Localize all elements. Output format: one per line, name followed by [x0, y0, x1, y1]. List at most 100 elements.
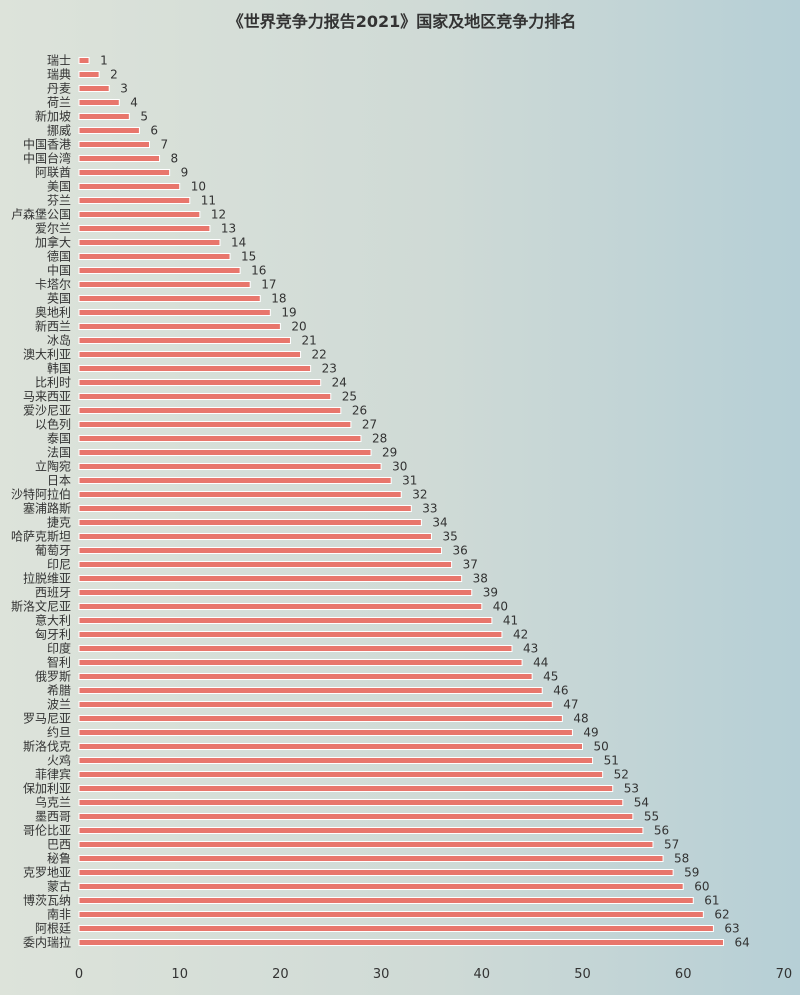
x-tick-label: 70 — [776, 967, 793, 982]
value-label: 61 — [704, 894, 719, 908]
value-label: 26 — [352, 404, 367, 418]
value-label: 2 — [110, 68, 118, 82]
bar — [78, 491, 402, 498]
x-tick-label: 50 — [574, 967, 591, 982]
value-label: 39 — [483, 586, 498, 600]
value-label: 47 — [563, 698, 578, 712]
bar — [78, 379, 322, 386]
bar — [78, 295, 261, 302]
value-label: 10 — [191, 180, 206, 194]
x-tick-label: 10 — [171, 967, 188, 982]
category-label: 阿根廷 — [35, 922, 71, 936]
bar — [78, 421, 352, 428]
value-label: 62 — [714, 908, 729, 922]
value-label: 25 — [342, 390, 357, 404]
bar — [78, 897, 694, 904]
category-label: 日本 — [47, 474, 71, 488]
value-label: 19 — [281, 306, 296, 320]
value-label: 14 — [231, 236, 246, 250]
x-tick-label: 20 — [272, 967, 289, 982]
bars — [78, 57, 724, 946]
value-label: 30 — [392, 460, 407, 474]
bar — [78, 281, 251, 288]
category-label: 波兰 — [47, 698, 71, 712]
category-label: 南非 — [47, 907, 71, 922]
bar — [78, 589, 473, 596]
category-label: 塞浦路斯 — [23, 501, 71, 516]
category-label: 中国 — [47, 263, 71, 278]
value-label: 60 — [694, 880, 709, 894]
category-label: 意大利 — [35, 613, 71, 628]
bar — [78, 197, 191, 204]
value-label: 45 — [543, 670, 558, 684]
category-label: 立陶宛 — [35, 459, 71, 474]
category-label: 马来西亚 — [23, 390, 71, 404]
value-label: 50 — [594, 740, 609, 754]
category-label: 泰国 — [47, 432, 71, 446]
category-label: 沙特阿拉伯 — [11, 487, 71, 502]
value-label: 41 — [503, 614, 518, 628]
bar — [78, 85, 110, 92]
bar — [78, 785, 614, 792]
bar — [78, 477, 392, 484]
bar — [78, 337, 291, 344]
bar — [78, 841, 654, 848]
x-axis: 0 10 20 30 40 50 60 70 — [75, 967, 792, 982]
bar — [78, 519, 422, 526]
value-label: 55 — [644, 810, 659, 824]
bar — [78, 855, 664, 862]
category-label: 斯洛文尼亚 — [11, 599, 71, 614]
category-label: 韩国 — [47, 361, 71, 376]
bar — [78, 169, 171, 176]
category-label: 罗马尼亚 — [23, 712, 71, 726]
bar — [78, 57, 90, 64]
value-label: 54 — [634, 796, 649, 810]
category-labels: 瑞士瑞典丹麦荷兰新加坡挪威中国香港中国台湾阿联酋美国芬兰卢森堡公国爱尔兰加拿大德… — [11, 54, 71, 950]
value-label: 15 — [241, 250, 256, 264]
category-label: 以色列 — [35, 418, 71, 432]
bar — [78, 715, 563, 722]
x-tick-label: 60 — [675, 967, 692, 982]
value-label: 6 — [150, 124, 158, 138]
bar — [78, 267, 241, 274]
bar — [78, 757, 594, 764]
value-label: 22 — [312, 348, 327, 362]
value-label: 27 — [362, 418, 377, 432]
category-label: 蒙古 — [47, 879, 71, 894]
value-label: 38 — [473, 572, 488, 586]
value-label: 5 — [140, 110, 148, 124]
bar — [78, 225, 211, 232]
value-label: 12 — [211, 208, 226, 222]
category-label: 墨西哥 — [35, 810, 71, 824]
category-label: 俄罗斯 — [35, 670, 71, 684]
bar — [78, 701, 553, 708]
value-label: 42 — [513, 628, 528, 642]
category-label: 丹麦 — [47, 82, 71, 96]
chart-title: 《世界竞争力报告2021》国家及地区竞争力排名 — [228, 12, 577, 31]
bar — [78, 547, 443, 554]
value-label: 43 — [523, 642, 538, 656]
category-label: 葡萄牙 — [35, 544, 71, 558]
x-tick-label: 0 — [75, 967, 83, 982]
bar — [78, 561, 453, 568]
value-label: 28 — [372, 432, 387, 446]
category-label: 美国 — [47, 180, 71, 194]
bar — [78, 505, 412, 512]
category-label: 菲律宾 — [35, 767, 71, 782]
value-label: 63 — [724, 922, 739, 936]
bar — [78, 869, 674, 876]
bar — [78, 71, 100, 78]
category-label: 卢森堡公国 — [11, 207, 71, 222]
value-label: 23 — [322, 362, 337, 376]
category-label: 新加坡 — [35, 109, 71, 124]
category-label: 爱尔兰 — [35, 221, 71, 236]
bar — [78, 323, 281, 330]
bar — [78, 925, 714, 932]
value-label: 35 — [442, 530, 457, 544]
category-label: 委内瑞拉 — [23, 935, 71, 950]
category-label: 保加利亚 — [23, 782, 71, 796]
category-label: 瑞典 — [47, 68, 71, 82]
category-label: 哥伦比亚 — [23, 823, 71, 838]
x-tick-label: 40 — [474, 967, 491, 982]
x-tick-label: 30 — [373, 967, 390, 982]
